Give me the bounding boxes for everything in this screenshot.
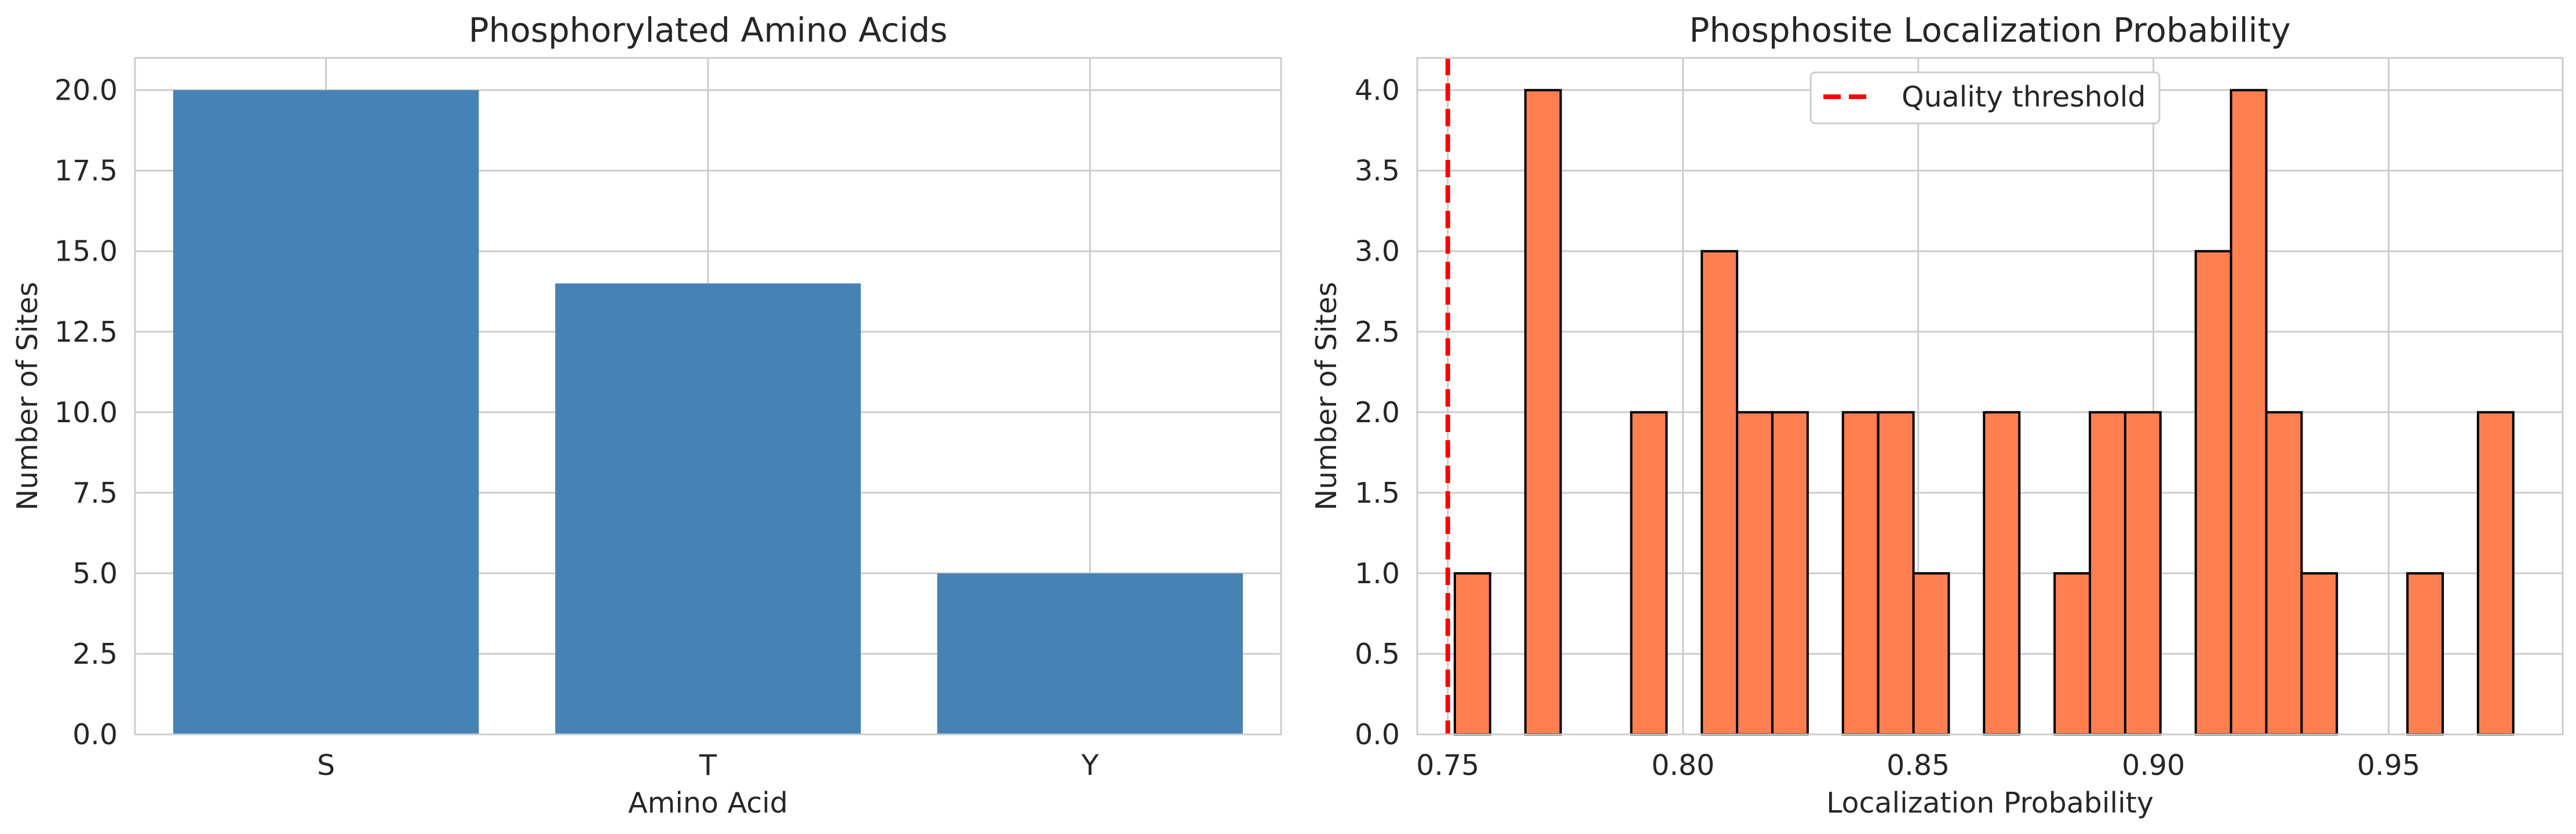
x-tick-labels: 0.75 0.80 0.85 0.90 0.95 (1416, 749, 2420, 782)
x-axis-label: Localization Probability (1826, 787, 2154, 820)
histogram-bar (1877, 411, 1915, 736)
y-tick-label: 20.0 (54, 74, 118, 107)
x-tick-label: 0.80 (1651, 749, 1714, 782)
y-tick-label: 2.5 (1355, 316, 1400, 349)
histogram-bar (2089, 411, 2126, 736)
histogram-bar (1841, 411, 1880, 736)
x-tick-label: S (317, 749, 335, 782)
chart-title: Phosphorylated Amino Acids (469, 10, 948, 50)
y-tick-label: 17.5 (54, 155, 118, 188)
chart-title: Phosphosite Localization Probability (1689, 10, 2290, 50)
y-tick-labels: 0.0 2.5 5.0 7.5 10.0 12.5 15.0 17.5 20.0 (54, 74, 118, 751)
y-tick-label: 0.5 (1355, 638, 1400, 671)
legend: Quality threshold (1809, 71, 2161, 125)
bars (173, 90, 1243, 735)
axes-frame (1416, 57, 2564, 736)
y-tick-label: 12.5 (54, 316, 118, 349)
histogram-bar (1983, 411, 2021, 736)
bar-S (173, 90, 479, 735)
y-tick-label: 3.0 (1355, 235, 1400, 268)
y-tick-label: 2.5 (72, 638, 118, 671)
y-tick-label: 10.0 (54, 396, 118, 429)
y-tick-label: 0.0 (1355, 718, 1400, 751)
histogram-bar (1912, 572, 1950, 736)
y-tick-label: 7.5 (72, 477, 118, 510)
y-tick-label: 5.0 (72, 557, 118, 590)
histogram-bar (2476, 411, 2515, 736)
x-tick-label: 0.90 (2122, 749, 2185, 782)
y-tick-labels: 0.0 0.5 1.0 1.5 2.0 2.5 3.0 3.5 4.0 (1355, 74, 1400, 751)
amino-acid-bar-chart: S T Y 0.0 2.5 5.0 7.5 10.0 12.5 15.0 17.5 20.0 Pho… (11, 10, 1282, 820)
y-tick-label: 1.5 (1355, 477, 1400, 510)
x-tick-label: T (699, 749, 717, 782)
y-tick-label: 15.0 (54, 235, 118, 268)
histogram-bar (2053, 572, 2092, 736)
histogram-bar (1524, 89, 1562, 736)
histogram-bar (2300, 572, 2338, 736)
histogram-bar (2123, 411, 2162, 736)
histogram-bar (1453, 572, 1491, 736)
legend-box (1809, 71, 2161, 125)
histogram-bar (1701, 250, 1739, 736)
histogram-bar (1630, 411, 1668, 736)
y-tick-label: 0.0 (72, 718, 118, 751)
x-tick-label: 0.85 (1887, 749, 1950, 782)
y-tick-label: 4.0 (1355, 74, 1400, 107)
y-tick-label: 2.0 (1355, 396, 1400, 429)
legend-label: Quality threshold (1902, 81, 2146, 114)
axes-frame (134, 57, 1282, 736)
histogram-bar (1736, 411, 1774, 736)
histogram-bar (1771, 411, 1809, 736)
x-tick-label: Y (1081, 749, 1099, 782)
y-axis-label: Number of Sites (1310, 282, 1343, 511)
y-tick-label: 3.5 (1355, 155, 1400, 188)
x-axis-label: Amino Acid (628, 787, 788, 820)
histogram-bar (2230, 89, 2268, 736)
x-tick-label: 0.95 (2357, 749, 2420, 782)
bar-Y (937, 573, 1243, 734)
histogram-bar (2194, 250, 2232, 736)
histogram-bars (1453, 89, 2515, 736)
spines (134, 57, 1282, 736)
localization-histogram: 0.75 0.80 0.85 0.90 0.95 0.0 0.5 1.0 1.5 2.0 2.5 3… (1310, 10, 2564, 820)
histogram-bar (2406, 572, 2444, 736)
y-tick-label: 1.0 (1355, 557, 1400, 590)
bar-T (555, 283, 861, 734)
y-axis-label: Number of Sites (11, 282, 44, 511)
spines (1416, 57, 2564, 736)
histogram-bar (2265, 411, 2303, 736)
x-tick-label: 0.75 (1416, 749, 1479, 782)
